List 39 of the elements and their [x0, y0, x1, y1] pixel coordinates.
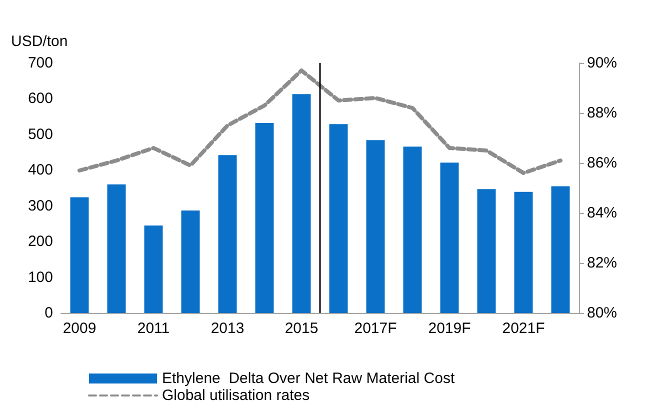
x-tick-label: 2009 — [62, 320, 96, 337]
bar — [440, 162, 459, 313]
y-tick-label: 100 — [28, 268, 53, 286]
y-tick-label: 600 — [28, 90, 53, 108]
y-tick-label: 300 — [28, 197, 53, 214]
bar — [255, 123, 274, 313]
y-tick-label: 700 — [28, 54, 53, 72]
x-tick-label: 2019F — [428, 320, 471, 337]
bar — [403, 146, 422, 313]
y-tick-label: 0 — [44, 304, 53, 322]
y2-tick-label: 90% — [587, 54, 618, 72]
y2-tick-label: 82% — [587, 254, 618, 272]
bar — [366, 140, 385, 313]
y-axis-title: USD/ton — [11, 33, 68, 50]
x-tick-label: 2013 — [210, 320, 244, 337]
x-tick-label: 2011 — [137, 320, 170, 337]
bar — [514, 192, 533, 313]
bar — [329, 124, 348, 313]
y-tick-label: 400 — [28, 162, 53, 179]
y-tick-label: 500 — [28, 126, 53, 143]
bar — [292, 94, 311, 313]
y2-tick-label: 80% — [587, 304, 618, 322]
y2-tick-label: 84% — [587, 204, 618, 222]
line-series — [78, 68, 562, 175]
legend-label: Ethylene Delta Over Net Raw Material Cost — [162, 370, 456, 387]
y2-tick-label: 86% — [587, 154, 618, 172]
x-tick-label: 2015 — [284, 320, 318, 337]
legend-label: Global utilisation rates — [162, 387, 310, 404]
x-tick-label: 2021F — [502, 320, 545, 337]
bar — [181, 210, 200, 313]
y2-tick-label: 88% — [587, 104, 618, 122]
bar — [218, 155, 237, 313]
bar — [144, 226, 163, 313]
bar — [477, 189, 496, 313]
y-tick-label: 200 — [28, 233, 53, 250]
bar — [551, 186, 570, 313]
bar — [107, 184, 126, 313]
bar — [70, 197, 89, 313]
x-tick-label: 2017F — [354, 320, 397, 337]
